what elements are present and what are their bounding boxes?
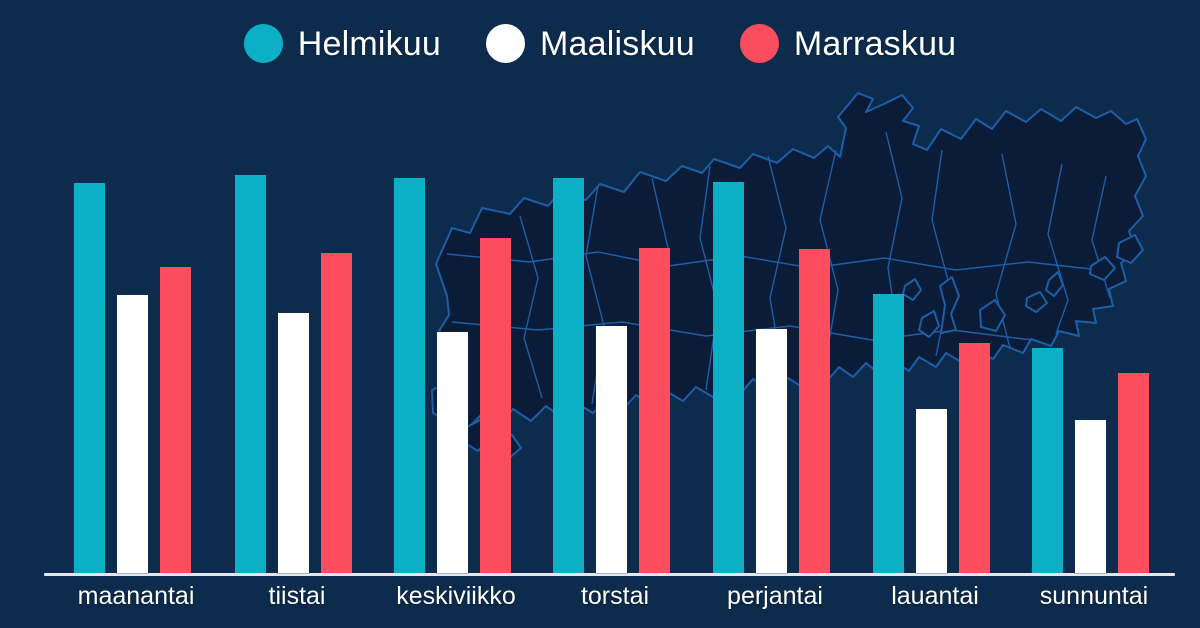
bar-helmikuu-keskiviikko [394, 178, 425, 573]
legend-item-maaliskuu: Maaliskuu [486, 24, 695, 63]
bar-marraskuu-keskiviikko [480, 238, 511, 573]
legend-dot-icon [739, 24, 779, 63]
bar-marraskuu-perjantai [799, 249, 830, 573]
bar-marraskuu-torstai [639, 248, 670, 573]
x-label-sunnuntai: sunnuntai [1039, 582, 1149, 610]
bar-helmikuu-maanantai [74, 183, 105, 573]
bar-marraskuu-sunnuntai [1118, 373, 1149, 573]
bar-helmikuu-lauantai [873, 294, 904, 573]
bar-helmikuu-tiistai [235, 175, 266, 573]
legend-label: Helmikuu [297, 24, 442, 63]
x-label-lauantai: lauantai [891, 582, 979, 610]
bar-maaliskuu-torstai [596, 326, 627, 573]
bar-helmikuu-torstai [553, 178, 584, 573]
x-axis-line [44, 573, 1175, 576]
bar-marraskuu-lauantai [959, 343, 990, 573]
x-label-keskiviikko: keskiviikko [396, 582, 516, 610]
legend-label: Maaliskuu [540, 24, 695, 63]
bar-marraskuu-tiistai [321, 253, 352, 573]
x-label-tiistai: tiistai [268, 582, 326, 610]
legend-label: Marraskuu [793, 24, 957, 63]
bar-helmikuu-perjantai [713, 182, 744, 573]
bar-helmikuu-sunnuntai [1032, 348, 1063, 573]
bar-marraskuu-maanantai [160, 267, 191, 573]
x-label-perjantai: perjantai [727, 582, 823, 610]
legend-item-helmikuu: Helmikuu [243, 24, 442, 63]
x-label-torstai: torstai [580, 582, 650, 610]
bar-maaliskuu-tiistai [278, 313, 309, 573]
chart-legend: Helmikuu Maaliskuu Marraskuu [0, 24, 1200, 63]
bar-maaliskuu-lauantai [916, 409, 947, 573]
x-label-maanantai: maanantai [77, 582, 195, 610]
bar-maaliskuu-keskiviikko [437, 332, 468, 573]
legend-item-marraskuu: Marraskuu [739, 24, 957, 63]
bar-maaliskuu-perjantai [756, 329, 787, 573]
bar-maaliskuu-sunnuntai [1075, 420, 1106, 573]
legend-dot-icon [243, 24, 283, 63]
legend-dot-icon [486, 24, 526, 63]
bar-maaliskuu-maanantai [117, 295, 148, 573]
